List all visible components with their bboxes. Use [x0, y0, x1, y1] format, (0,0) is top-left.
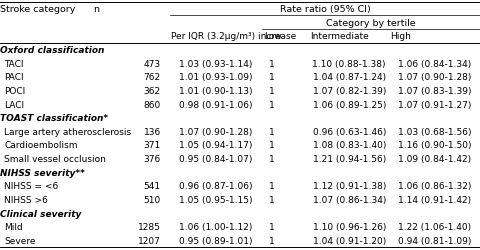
Text: 1207: 1207	[138, 236, 161, 245]
Text: Severe: Severe	[4, 236, 36, 245]
Text: 1: 1	[269, 59, 275, 68]
Text: 1: 1	[269, 141, 275, 150]
Text: 1.21 (0.94-1.56): 1.21 (0.94-1.56)	[312, 154, 386, 164]
Text: NIHSS >6: NIHSS >6	[4, 196, 48, 204]
Text: 0.95 (0.84-1.07): 0.95 (0.84-1.07)	[180, 154, 252, 164]
Text: 1: 1	[269, 182, 275, 191]
Text: Cardioembolism: Cardioembolism	[4, 141, 78, 150]
Text: 1: 1	[269, 100, 275, 109]
Text: Per IQR (3.2μg/m³) increase: Per IQR (3.2μg/m³) increase	[171, 32, 297, 41]
Text: NIHSS = <6: NIHSS = <6	[4, 182, 59, 191]
Text: 762: 762	[144, 73, 161, 82]
Text: 1.01 (0.93-1.09): 1.01 (0.93-1.09)	[179, 73, 253, 82]
Text: 1.14 (0.91-1.42): 1.14 (0.91-1.42)	[398, 196, 471, 204]
Text: 0.96 (0.63-1.46): 0.96 (0.63-1.46)	[312, 127, 386, 136]
Text: TACI: TACI	[4, 59, 24, 68]
Text: 1.07 (0.82-1.39): 1.07 (0.82-1.39)	[312, 86, 386, 96]
Text: 1: 1	[269, 236, 275, 245]
Text: 1.06 (0.86-1.32): 1.06 (0.86-1.32)	[398, 182, 471, 191]
Text: Small vessel occlusion: Small vessel occlusion	[4, 154, 106, 164]
Text: 1.16 (0.90-1.50): 1.16 (0.90-1.50)	[397, 141, 471, 150]
Text: 1.05 (0.94-1.17): 1.05 (0.94-1.17)	[180, 141, 252, 150]
Text: NIHSS severity**: NIHSS severity**	[0, 168, 85, 177]
Text: 1.07 (0.83-1.39): 1.07 (0.83-1.39)	[397, 86, 471, 96]
Text: Large artery atherosclerosis: Large artery atherosclerosis	[4, 127, 132, 136]
Text: Clinical severity: Clinical severity	[0, 209, 82, 218]
Text: Intermediate: Intermediate	[311, 32, 369, 41]
Text: 1.04 (0.91-1.20): 1.04 (0.91-1.20)	[312, 236, 386, 245]
Text: 1.22 (1.06-1.40): 1.22 (1.06-1.40)	[398, 222, 471, 232]
Text: 473: 473	[144, 59, 161, 68]
Text: 541: 541	[144, 182, 161, 191]
Text: 1: 1	[269, 196, 275, 204]
Text: n: n	[94, 5, 100, 14]
Text: 1.03 (0.93-1.14): 1.03 (0.93-1.14)	[180, 59, 252, 68]
Text: 860: 860	[144, 100, 161, 109]
Text: 0.98 (0.91-1.06): 0.98 (0.91-1.06)	[179, 100, 253, 109]
Text: 1.06 (0.89-1.25): 1.06 (0.89-1.25)	[312, 100, 386, 109]
Text: Category by tertile: Category by tertile	[326, 18, 416, 28]
Text: Stroke category: Stroke category	[0, 5, 76, 14]
Text: 1: 1	[269, 86, 275, 96]
Text: 371: 371	[144, 141, 161, 150]
Text: 362: 362	[144, 86, 161, 96]
Text: 1.06 (1.00-1.12): 1.06 (1.00-1.12)	[180, 222, 252, 232]
Text: 1.06 (0.84-1.34): 1.06 (0.84-1.34)	[398, 59, 471, 68]
Text: 1.07 (0.91-1.27): 1.07 (0.91-1.27)	[398, 100, 471, 109]
Text: LACI: LACI	[4, 100, 24, 109]
Text: Rate ratio (95% CI): Rate ratio (95% CI)	[280, 5, 371, 14]
Text: 510: 510	[144, 196, 161, 204]
Text: 0.94 (0.81-1.09): 0.94 (0.81-1.09)	[398, 236, 471, 245]
Text: 1.05 (0.95-1.15): 1.05 (0.95-1.15)	[179, 196, 253, 204]
Text: 376: 376	[144, 154, 161, 164]
Text: PACI: PACI	[4, 73, 24, 82]
Text: TOAST classification*: TOAST classification*	[0, 114, 108, 123]
Text: 1: 1	[269, 222, 275, 232]
Text: 1.03 (0.68-1.56): 1.03 (0.68-1.56)	[397, 127, 471, 136]
Text: 1.12 (0.91-1.38): 1.12 (0.91-1.38)	[312, 182, 386, 191]
Text: Oxford classification: Oxford classification	[0, 46, 105, 54]
Text: POCI: POCI	[4, 86, 25, 96]
Text: 1.07 (0.90-1.28): 1.07 (0.90-1.28)	[180, 127, 252, 136]
Text: High: High	[390, 32, 410, 41]
Text: 136: 136	[144, 127, 161, 136]
Text: 1.10 (0.96-1.26): 1.10 (0.96-1.26)	[312, 222, 386, 232]
Text: 1.08 (0.83-1.40): 1.08 (0.83-1.40)	[312, 141, 386, 150]
Text: 1: 1	[269, 73, 275, 82]
Text: 1: 1	[269, 154, 275, 164]
Text: 1.10 (0.88-1.38): 1.10 (0.88-1.38)	[312, 59, 386, 68]
Text: 1.04 (0.87-1.24): 1.04 (0.87-1.24)	[312, 73, 386, 82]
Text: 1.07 (0.90-1.28): 1.07 (0.90-1.28)	[398, 73, 471, 82]
Text: Low: Low	[264, 32, 282, 41]
Text: Mild: Mild	[4, 222, 23, 232]
Text: 1: 1	[269, 127, 275, 136]
Text: 0.95 (0.89-1.01): 0.95 (0.89-1.01)	[179, 236, 253, 245]
Text: 0.96 (0.87-1.06): 0.96 (0.87-1.06)	[179, 182, 253, 191]
Text: 1.07 (0.86-1.34): 1.07 (0.86-1.34)	[312, 196, 386, 204]
Text: 1.01 (0.90-1.13): 1.01 (0.90-1.13)	[179, 86, 253, 96]
Text: 1.09 (0.84-1.42): 1.09 (0.84-1.42)	[398, 154, 471, 164]
Text: 1285: 1285	[138, 222, 161, 232]
